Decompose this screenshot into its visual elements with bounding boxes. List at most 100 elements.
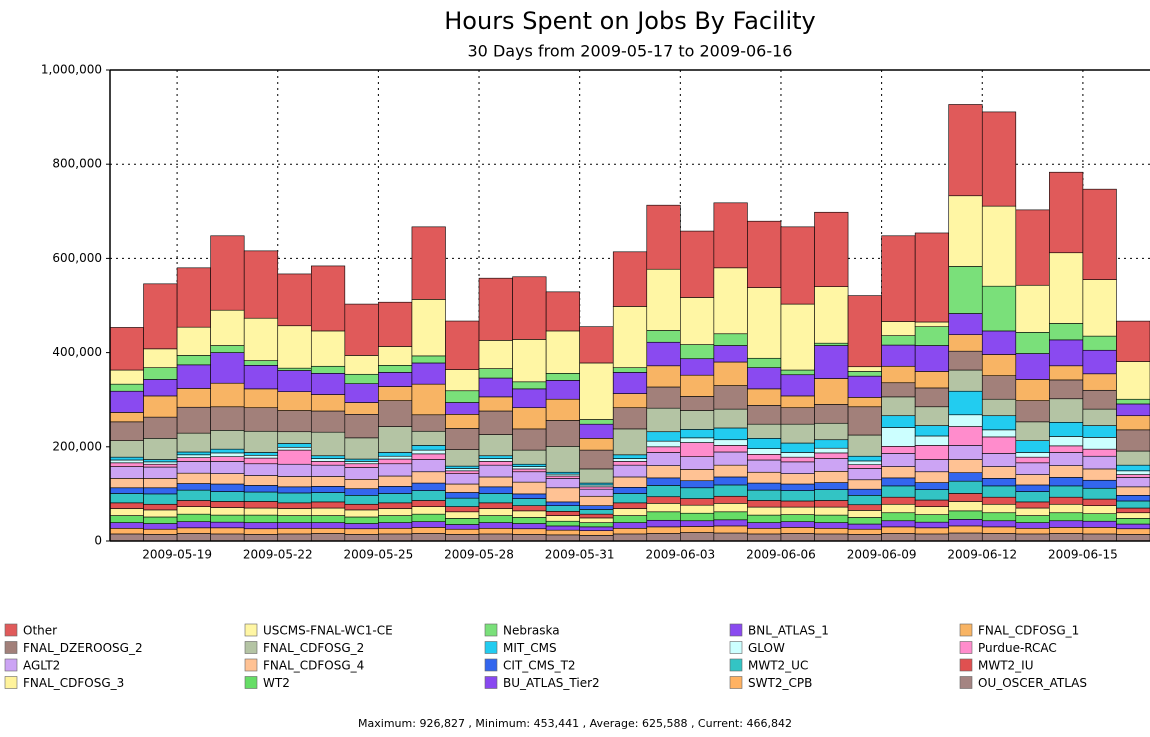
bar-segment xyxy=(109,466,144,479)
legend-label: SWT2_CPB xyxy=(748,676,812,690)
bar-segment xyxy=(545,291,580,332)
bar-segment xyxy=(176,388,211,408)
bar-segment xyxy=(310,431,346,457)
bar-segment xyxy=(1049,520,1084,528)
bar-segment xyxy=(512,510,547,518)
bar-segment xyxy=(512,523,547,530)
bar-segment xyxy=(1049,533,1084,542)
bar-segment xyxy=(545,475,580,479)
bar-segment xyxy=(344,414,379,439)
bar-segment xyxy=(579,423,614,439)
bar-segment xyxy=(579,535,614,542)
bar-segment xyxy=(411,513,446,522)
bar-segment xyxy=(176,500,211,507)
bar-segment xyxy=(109,487,144,494)
bar-segment xyxy=(344,383,379,403)
bar-segment xyxy=(981,205,1017,287)
bar-segment xyxy=(881,335,916,346)
bar-segment xyxy=(1015,284,1050,333)
bar-segment xyxy=(780,395,815,409)
bar-segment xyxy=(344,495,379,505)
bar-segment xyxy=(109,327,144,371)
bar-segment xyxy=(1049,527,1084,534)
bar-segment xyxy=(545,534,580,542)
bar-segment xyxy=(512,498,547,506)
bar-segment xyxy=(680,526,715,533)
bar-segment xyxy=(1116,518,1150,525)
bar-segment xyxy=(881,477,916,487)
bar-segment xyxy=(981,111,1017,207)
bar-segment xyxy=(646,268,681,331)
y-tick-label: 200,000 xyxy=(52,439,102,453)
bar-segment xyxy=(1116,470,1150,475)
bar-segment xyxy=(411,521,446,528)
bar-segment xyxy=(512,388,547,409)
bar-segment xyxy=(344,437,379,460)
bar-segment xyxy=(579,438,614,451)
bar-segment xyxy=(646,204,681,270)
bar-segment xyxy=(277,476,312,488)
bar-segment xyxy=(344,402,379,415)
bar-segment xyxy=(579,509,614,515)
bar-segment xyxy=(646,330,681,343)
bar-segment xyxy=(713,267,748,335)
bar-segment xyxy=(1082,527,1117,535)
bar-segment xyxy=(646,533,681,542)
bar-segment xyxy=(478,476,513,488)
bar-segment xyxy=(445,402,480,415)
bar-segment xyxy=(243,360,279,366)
bar-segment xyxy=(747,367,782,390)
bar-segment xyxy=(881,466,916,479)
y-tick-label: 0 xyxy=(94,534,102,548)
bar-segment xyxy=(680,230,715,298)
y-tick-label: 800,000 xyxy=(52,157,102,171)
bar-segment xyxy=(680,297,715,345)
bar-segment xyxy=(1082,498,1117,506)
legend-swatch xyxy=(959,623,973,637)
bar-segment xyxy=(478,533,513,542)
bar-segment xyxy=(243,457,279,465)
bar-segment xyxy=(1082,479,1117,489)
bar-segment xyxy=(881,321,916,336)
bar-segment xyxy=(445,524,480,530)
bar-segment xyxy=(814,522,849,529)
bar-segment xyxy=(612,372,648,394)
bar-segment xyxy=(344,467,379,480)
bar-segment xyxy=(680,480,715,489)
bar-segment xyxy=(445,470,480,474)
bar-segment xyxy=(478,277,513,341)
bar-segment xyxy=(713,345,748,363)
bar-segment xyxy=(1082,335,1117,351)
bar-segment xyxy=(814,533,849,542)
bar-segment xyxy=(1049,503,1084,514)
bar-segment xyxy=(847,434,882,457)
bar-segment xyxy=(545,525,580,531)
bar-segment xyxy=(713,525,748,534)
bar-segment xyxy=(747,514,782,523)
bar-segment xyxy=(680,429,715,439)
legend-swatch xyxy=(729,676,743,689)
bar-segment xyxy=(579,530,614,536)
bar-segment xyxy=(814,506,849,516)
bar-segment xyxy=(780,483,815,491)
bar-segment xyxy=(780,521,815,528)
bar-segment xyxy=(780,456,815,463)
bar-segment xyxy=(881,533,916,542)
bar-segment xyxy=(680,442,715,457)
bar-segment xyxy=(411,459,446,473)
bar-segment xyxy=(1015,484,1050,492)
bar-segment xyxy=(1015,522,1050,529)
bar-segment xyxy=(1116,486,1150,496)
bar-segment xyxy=(680,344,715,360)
bar-segment xyxy=(445,511,480,519)
bar-segment xyxy=(109,502,144,509)
bar-segment xyxy=(478,340,513,369)
bar-segment xyxy=(1015,533,1050,542)
bar-segment xyxy=(344,478,379,490)
bar-segment xyxy=(176,513,211,522)
legend-label: MWT2_UC xyxy=(748,659,808,673)
bar-segment xyxy=(378,301,413,347)
bar-segment xyxy=(747,527,782,535)
bar-segment xyxy=(847,371,882,377)
bar-segment xyxy=(713,333,748,346)
